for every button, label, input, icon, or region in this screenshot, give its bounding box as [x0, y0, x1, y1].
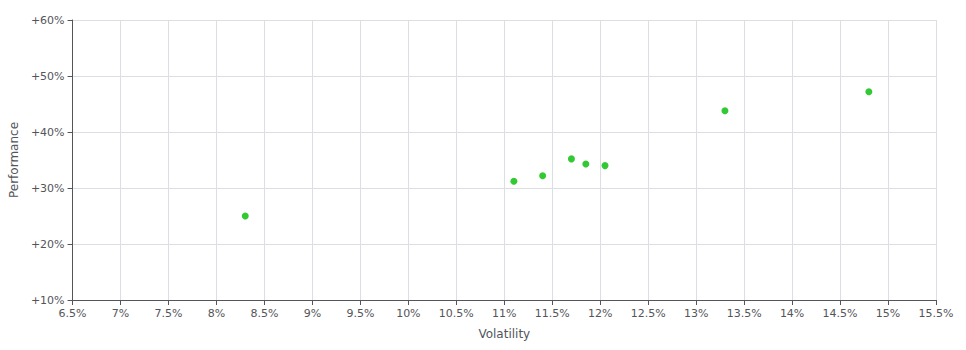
svg-text:9.5%: 9.5%: [346, 307, 374, 320]
svg-text:12%: 12%: [588, 307, 612, 320]
svg-text:+50%: +50%: [31, 70, 65, 83]
svg-text:+30%: +30%: [31, 182, 65, 195]
svg-text:+10%: +10%: [31, 294, 65, 307]
svg-text:15%: 15%: [876, 307, 900, 320]
svg-text:7.5%: 7.5%: [155, 307, 183, 320]
svg-text:+20%: +20%: [31, 238, 65, 251]
svg-text:11%: 11%: [492, 307, 516, 320]
svg-text:10.5%: 10.5%: [439, 307, 474, 320]
svg-text:8.5%: 8.5%: [250, 307, 278, 320]
svg-text:+60%: +60%: [31, 14, 65, 27]
svg-text:6.5%: 6.5%: [59, 307, 87, 320]
svg-text:11.5%: 11.5%: [535, 307, 570, 320]
svg-text:+40%: +40%: [31, 126, 65, 139]
svg-text:Volatility: Volatility: [478, 327, 530, 341]
svg-text:7%: 7%: [112, 307, 129, 320]
svg-text:9%: 9%: [304, 307, 321, 320]
svg-text:Performance: Performance: [7, 122, 21, 198]
svg-text:13%: 13%: [684, 307, 708, 320]
svg-text:14.5%: 14.5%: [823, 307, 858, 320]
svg-text:13.5%: 13.5%: [727, 307, 762, 320]
svg-text:12.5%: 12.5%: [631, 307, 666, 320]
svg-text:8%: 8%: [208, 307, 225, 320]
svg-text:10%: 10%: [396, 307, 420, 320]
svg-text:14%: 14%: [780, 307, 804, 320]
svg-text:15.5%: 15.5%: [919, 307, 954, 320]
